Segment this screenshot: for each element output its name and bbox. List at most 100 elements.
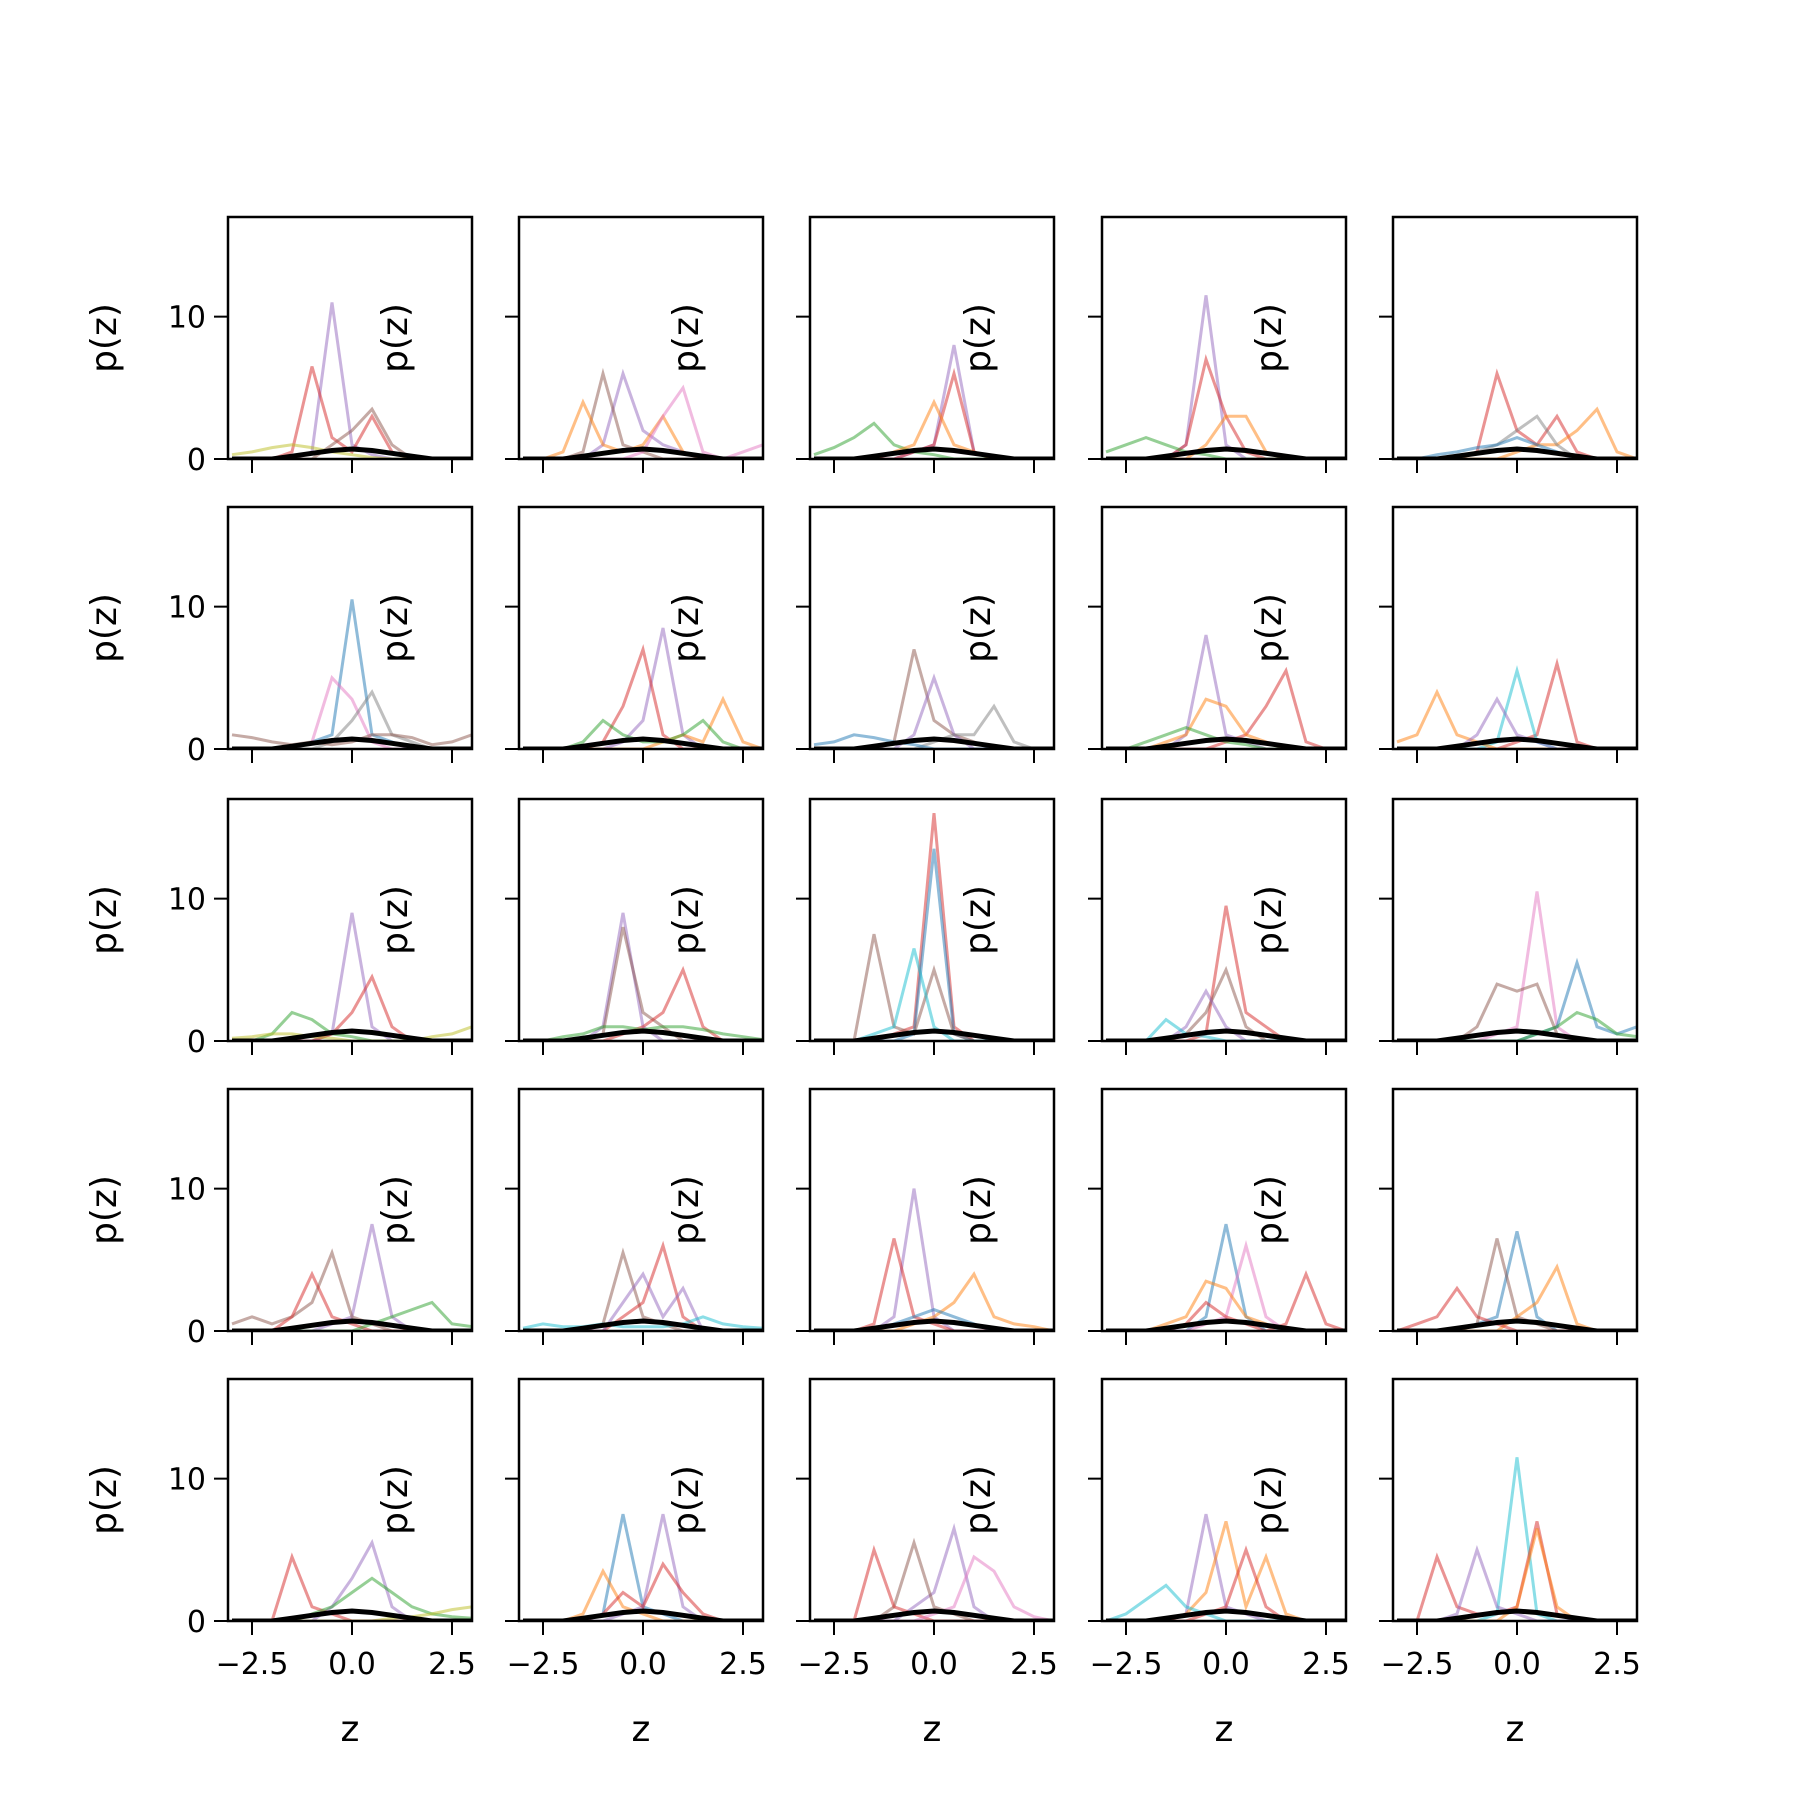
pdf-line [523, 695, 763, 749]
pdf-line [1397, 1263, 1637, 1331]
y-axis-label: p(z) [375, 1175, 416, 1245]
pdf-line [1106, 1545, 1346, 1621]
axes-frame [1100, 1377, 1348, 1623]
axes-background [1102, 1089, 1346, 1331]
axes-frame [1100, 1087, 1348, 1333]
axes-background [519, 1089, 763, 1331]
pdf-line [1397, 891, 1637, 1041]
pdf-line [814, 648, 1054, 749]
y-tick-label: 10 [168, 591, 206, 626]
x-tick-label: 0.0 [1202, 1647, 1250, 1682]
pdf-line [1397, 657, 1637, 749]
axes-frame [1100, 797, 1348, 1043]
pdf-line [1106, 726, 1346, 749]
axes-frame [808, 1377, 1056, 1623]
x-tick-label: −2.5 [1090, 1647, 1163, 1682]
axes-frame [226, 1087, 474, 1333]
pdf-line [1106, 965, 1346, 1041]
pdf-line [232, 973, 472, 1041]
y-tick-label: 10 [168, 1173, 206, 1208]
pdf-line [814, 1554, 1054, 1621]
axes-frame [1391, 1087, 1639, 1333]
pdf-line [232, 1318, 472, 1331]
pdf-line [814, 1608, 1054, 1621]
pdf-line [1106, 1520, 1346, 1621]
pdf-line [1396, 1285, 1637, 1331]
pdf-line [1397, 982, 1637, 1041]
x-tick-label: 0.0 [1493, 1647, 1541, 1682]
pdf-line [1106, 1318, 1346, 1331]
axes-background [228, 1379, 472, 1621]
pdf-line [814, 933, 1054, 1041]
axes-frame [808, 505, 1056, 751]
y-tick-label: 0 [187, 733, 206, 768]
pdf-line [814, 703, 1054, 749]
pdf-line [1397, 1545, 1637, 1621]
y-axis-label: p(z) [666, 593, 707, 663]
x-axis-label: z [1215, 1709, 1234, 1750]
pdf-line [232, 1300, 472, 1331]
pdf-line [1397, 665, 1637, 749]
pdf-line [523, 446, 763, 459]
pdf-line [1397, 1010, 1637, 1041]
x-tick-label: 2.5 [428, 1647, 476, 1682]
axes-frame [517, 797, 765, 1043]
pdf-line [523, 718, 763, 749]
pdf-line [1397, 1457, 1637, 1621]
y-tick-label: 0 [187, 1025, 206, 1060]
pdf-line [1106, 736, 1346, 749]
pdf-line [814, 1523, 1054, 1621]
pdf-line [1397, 1231, 1637, 1331]
pdf-line [1397, 1528, 1637, 1621]
pdf-line [814, 948, 1054, 1041]
axes-frame [517, 1377, 765, 1623]
x-tick-label: −2.5 [798, 1647, 871, 1682]
axes-frame [517, 215, 765, 461]
pdf-line [523, 384, 763, 459]
pdf-line [1397, 414, 1637, 459]
axes-background [1393, 217, 1637, 459]
y-axis-label: p(z) [666, 885, 707, 955]
pdf-line [814, 398, 1054, 459]
pdf-line [814, 1238, 1054, 1331]
x-tick-label: 0.0 [328, 1647, 376, 1682]
axes-frame [226, 1377, 474, 1623]
axes-background [1102, 507, 1346, 749]
pdf-line [814, 673, 1054, 749]
x-tick-label: 2.5 [1302, 1647, 1350, 1682]
y-axis-label: p(z) [375, 885, 416, 955]
pdf-line [523, 1561, 763, 1621]
pdf-line [1106, 634, 1346, 749]
pdf-line [1105, 1583, 1346, 1621]
pdf-line [232, 1605, 472, 1621]
axes-background [1102, 1379, 1346, 1621]
pdf-line [1106, 1223, 1346, 1331]
pdf-line [814, 1271, 1054, 1331]
axes-frame [226, 797, 474, 1043]
pdf-line [1106, 414, 1346, 459]
axes-frame [808, 215, 1056, 461]
y-tick-label: 10 [168, 883, 206, 918]
axes-background [810, 217, 1054, 459]
axes-background [1393, 507, 1637, 749]
pdf-line [1397, 1028, 1637, 1041]
pdf-line [232, 1538, 472, 1621]
x-tick-label: 0.0 [910, 1647, 958, 1682]
axes-frame [1391, 1377, 1639, 1623]
pdf-line [813, 421, 1054, 459]
pdf-line [231, 1025, 472, 1041]
pdf-line [231, 1248, 472, 1331]
pdf-line [1396, 688, 1637, 749]
pdf-line [523, 644, 763, 749]
y-tick-label: 0 [187, 443, 206, 478]
y-axis-label: p(z) [1249, 1465, 1290, 1535]
pdf-line [813, 733, 1054, 749]
y-axis-label: p(z) [958, 1175, 999, 1245]
pdf-line [231, 733, 472, 747]
pdf-line [232, 689, 472, 749]
pdf-line [814, 446, 1054, 459]
pdf-line [814, 367, 1054, 459]
pdf-line [232, 446, 472, 459]
